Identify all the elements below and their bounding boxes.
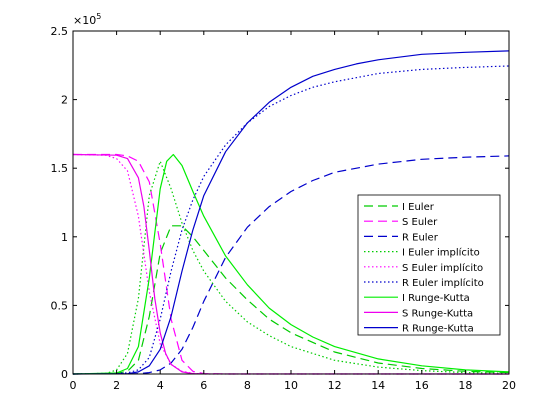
y-exponent-label: ×105 xyxy=(73,12,101,27)
x-tick-label: 20 xyxy=(502,379,516,392)
x-tick-label: 6 xyxy=(200,379,207,392)
y-axis: 0 0.5 1 1.5 2 2.5 xyxy=(51,25,509,381)
legend-label: R Euler xyxy=(402,232,439,243)
series-line-7 xyxy=(72,153,510,375)
y-tick-label: 2.5 xyxy=(51,25,69,38)
series-line-2 xyxy=(73,153,509,375)
y-tick-label: 1 xyxy=(61,231,68,244)
legend-label: I Euler xyxy=(402,202,435,213)
legend: I Euler S Euler R Euler I Euler implícito S … xyxy=(357,194,501,336)
x-tick-label: 14 xyxy=(371,379,385,392)
x-tick-label: 16 xyxy=(415,379,429,392)
x-tick-label: 8 xyxy=(244,379,251,392)
series-line-3 xyxy=(72,155,510,375)
x-axis: 0 2 4 6 8 10 12 14 16 18 20 xyxy=(70,31,516,392)
series-line-4 xyxy=(72,160,510,375)
x-tick-label: 0 xyxy=(70,379,77,392)
legend-box xyxy=(357,194,501,336)
legend-label: S Runge-Kutta xyxy=(402,308,473,319)
y-tick-label: 0 xyxy=(61,368,68,381)
x-tick-label: 10 xyxy=(284,379,298,392)
legend-label: I Euler implícito xyxy=(402,247,480,259)
x-tick-label: 18 xyxy=(458,379,472,392)
series-layer xyxy=(72,50,510,375)
y-tick-label: 0.5 xyxy=(51,299,69,312)
legend-label: R Runge-Kutta xyxy=(402,324,474,335)
series-line-1 xyxy=(72,225,510,375)
x-tick-label: 4 xyxy=(157,379,164,392)
y-tick-label: 2 xyxy=(61,94,68,107)
legend-label: I Runge-Kutta xyxy=(402,293,470,304)
y-tick-label: 1.5 xyxy=(51,162,69,175)
series-line-8 xyxy=(72,153,510,375)
x-tick-label: 12 xyxy=(328,379,342,392)
legend-label: R Euler implícito xyxy=(402,277,484,289)
legend-label: S Euler implícito xyxy=(402,262,483,274)
x-tick-label: 2 xyxy=(113,379,120,392)
series-line-9 xyxy=(72,50,510,375)
legend-label: S Euler xyxy=(402,217,438,228)
